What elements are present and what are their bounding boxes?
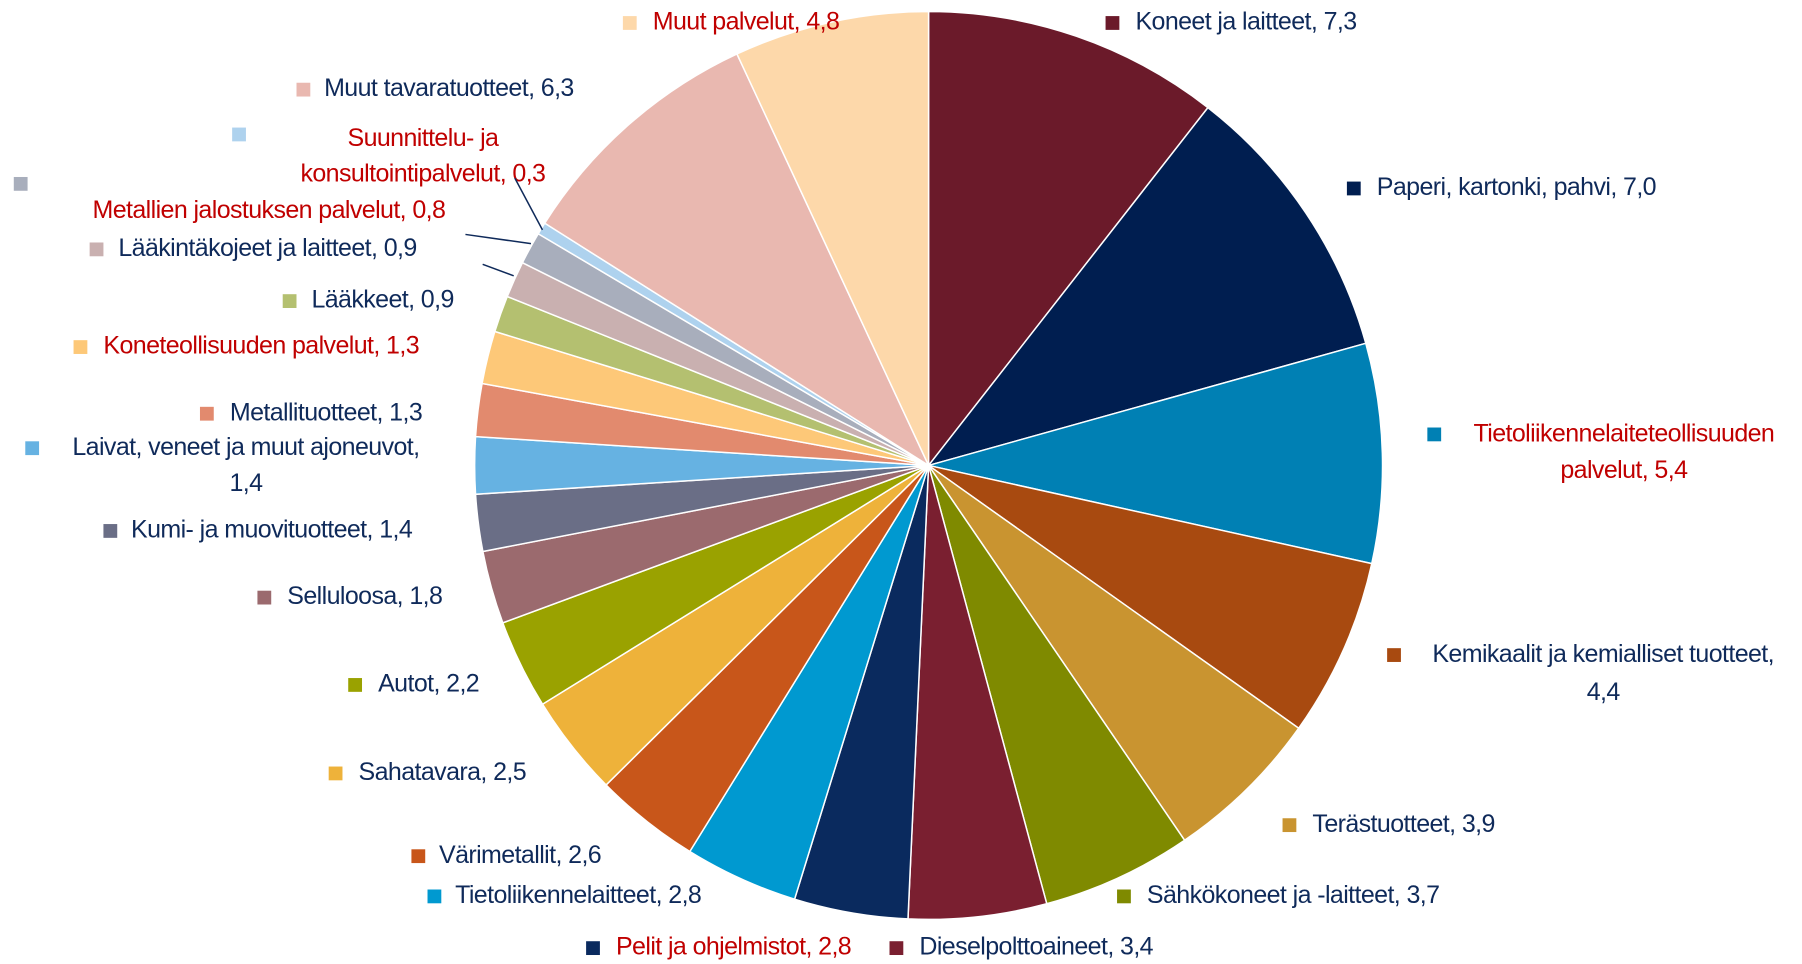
slice-label: Tietoliikennelaitteet, 2,8 [455,881,701,909]
slice-label: Laivat, veneet ja muut ajoneuvot, 1,4 [72,433,419,497]
label-line: 4,4 [1587,678,1621,706]
pie-slice [928,464,1373,730]
slice-label: Selluloosa, 1,8 [287,582,442,610]
pie-slice [543,52,931,468]
slice-label: Metallien jalostuksen palvelut, 0,8 [92,196,445,224]
legend-swatch [348,678,363,692]
legend-swatch [232,127,246,142]
label-line: Tietoliikennelaiteteollisuuden [1474,419,1775,447]
legend-swatch [13,176,28,191]
legend-swatch [89,242,104,257]
label-line: Kemikaalit ja kemialliset tuotteet, [1432,640,1774,668]
legend-swatch [1105,16,1120,30]
slice-label: Metallituotteet, 1,3 [230,398,422,426]
label-line: Laivat, veneet ja muut ajoneuvot, [72,433,419,461]
legend-swatch [1387,648,1401,662]
slice-label: Värimetallit, 2,6 [439,841,601,869]
pie-slice [927,10,1209,468]
slice-label: Sahatavara, 2,5 [359,758,527,786]
legend-swatch [622,16,637,30]
slice-label: Autot, 2,2 [378,670,479,698]
legend-swatch [427,889,442,904]
slice-label: Muut palvelut, 4,8 [653,8,840,36]
slice-label: Pelit ja ohjelmistot, 2,8 [616,933,851,961]
slice-label: Koneteollisuuden palvelut, 1,3 [103,332,419,360]
leader-line [514,177,544,231]
legend-swatch [73,340,88,354]
slice-label: Kemikaalit ja kemialliset tuotteet, 4,4 [1432,640,1774,706]
slice-label: Kumi- ja muovituotteet, 1,4 [131,516,413,544]
slice-label: Koneet ja laitteet, 7,3 [1135,8,1356,36]
slice-label: Tietoliikennelaiteteollisuuden palvelut, … [1474,419,1775,484]
legend-swatch [1346,181,1361,196]
slice-label: Lääkkeet, 0,9 [311,286,453,314]
legend-swatch [296,82,311,97]
legend-swatch [1282,818,1297,833]
leader-line [465,233,532,245]
label-line: konsultointipalvelut, 0,3 [300,159,545,187]
legend-swatch [889,941,904,956]
legend-swatch [25,441,40,456]
legend-swatch [586,941,600,956]
slice-label: Terästuotteet, 3,9 [1312,810,1494,838]
legend-swatch [257,590,272,605]
pie-slice [735,10,930,466]
legend-swatch [282,294,297,308]
label-line: 1,4 [229,468,263,496]
slice-label: Dieselpolttoaineet, 3,4 [919,933,1153,961]
slice-label: Suunnittelu- ja konsultointipalvelut, 0,3 [300,124,545,188]
legend-swatch [199,406,214,421]
slice-label: Lääkintäkojeet ja laitteet, 0,9 [118,234,416,262]
label-line: palvelut, 5,4 [1560,456,1688,484]
pie-slice [927,464,1300,842]
label-line: Suunnittelu- ja [348,124,500,152]
pie-slice [928,342,1384,565]
leader-line [482,263,514,277]
legend-swatch [328,766,343,781]
slice-label: Muut tavaratuotteet, 6,3 [324,74,574,102]
slice-label: Paperi, kartonki, pahvi, 7,0 [1377,173,1656,201]
legend-swatch [411,849,426,864]
pie-slice [927,465,1186,905]
legend-swatch [1427,427,1442,442]
legend-swatch [1117,889,1131,904]
legend-swatch [103,524,118,538]
slice-label: Sähkökoneet ja -laitteet, 3,7 [1147,881,1440,909]
pie-slice [926,106,1367,467]
